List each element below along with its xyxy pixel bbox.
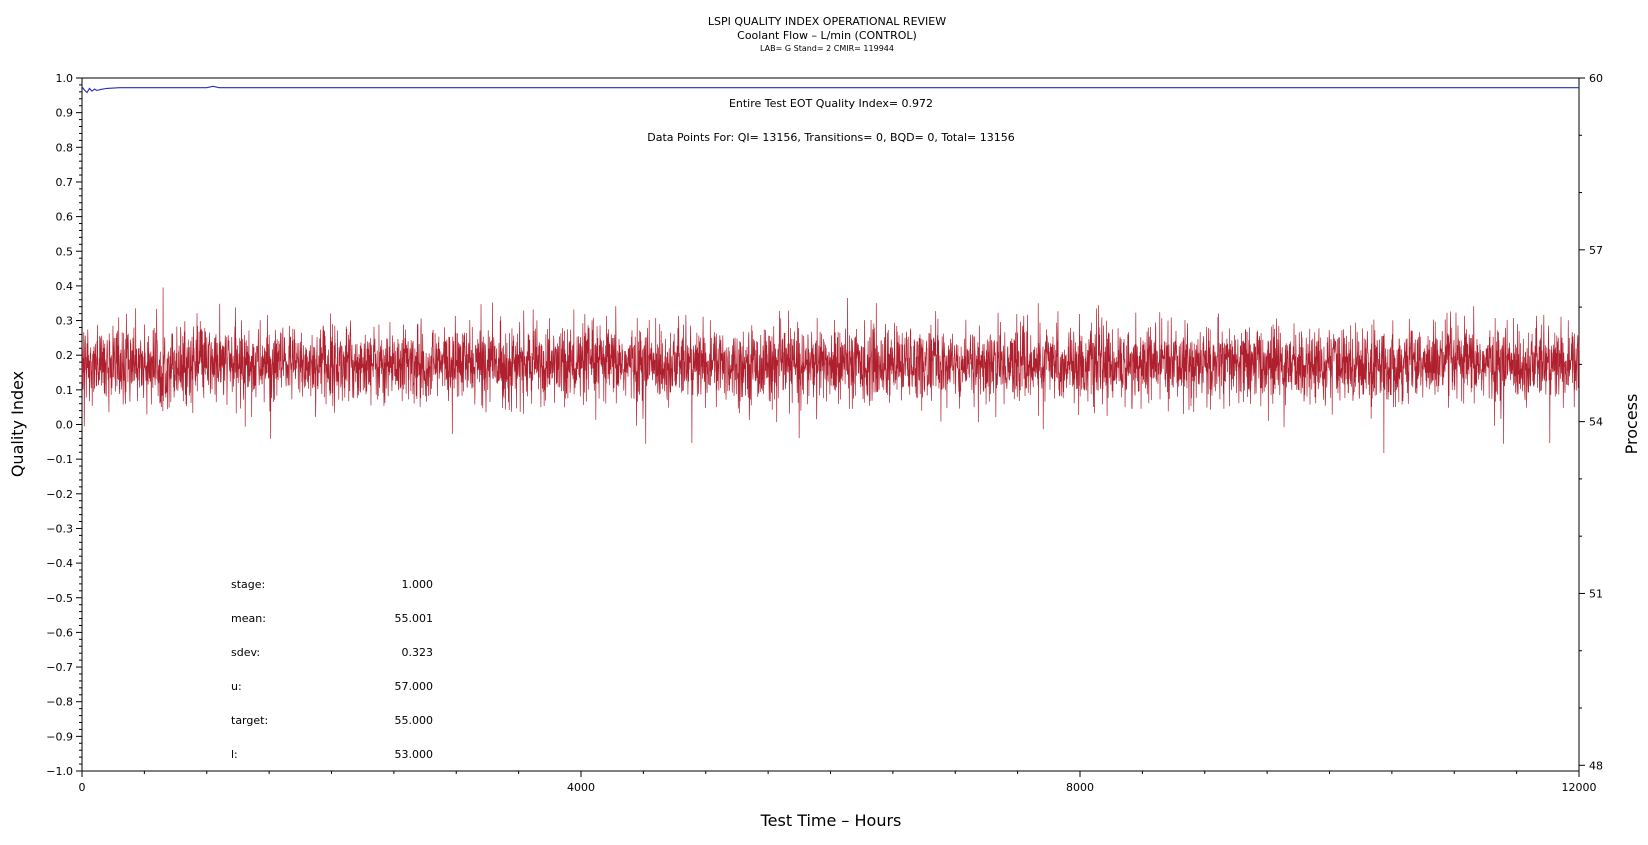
y-tick-label: −0.3 [46,522,73,535]
x-tick-label: 0 [79,781,86,794]
x-tick-label: 8000 [1066,781,1094,794]
y-tick-label: 0.0 [56,419,74,432]
y-tick-label: −0.8 [46,696,73,709]
y-tick-label: 0.2 [56,349,74,362]
y-tick-label: 0.3 [56,315,74,328]
stat-value: 57.000 [395,680,434,693]
stats-table: stage: 1.000 mean: 55.001 sdev: 0.323 u: 57.000… [231,578,433,761]
ticks-layer: 1.0 0.9 0.8 0.7 0.6 0.5 0.4 0.3 0.2 0.1 0.0 −0.1 −0.… [46,72,1603,794]
y-tick-label: −0.2 [46,488,73,501]
eot-quality-annotation: Entire Test EOT Quality Index= 0.972 [729,97,933,110]
quality-index-series-line [81,85,1579,94]
y-tick-label: −0.9 [46,730,73,743]
stat-value: 1.000 [402,578,434,591]
y-tick-label: −1.0 [46,765,73,778]
stat-label: l: [231,748,238,761]
y-tick-label: −0.6 [46,626,73,639]
y-tick-label: 0.9 [56,107,74,120]
y-tick-label: 1.0 [56,72,74,85]
y2-tick-label: 48 [1589,759,1603,772]
x-tick-label: 12000 [1562,781,1597,794]
stat-value: 53.000 [395,748,434,761]
y-tick-label: −0.1 [46,453,73,466]
y-tick-label: 0.6 [56,211,74,224]
stat-label: sdev: [231,646,260,659]
stat-value: 0.323 [402,646,434,659]
y-tick-label: −0.7 [46,661,73,674]
stat-label: target: [231,714,268,727]
stat-label: mean: [231,612,266,625]
stat-label: u: [231,680,242,693]
plot-frame [81,77,1580,772]
y-tick-label: 0.8 [56,141,74,154]
y2-tick-label: 54 [1589,416,1603,429]
series-layer [81,85,1580,454]
y-axis-label: Quality Index [8,371,27,477]
x-axis-label: Test Time – Hours [760,811,902,830]
y2-tick-label: 60 [1589,72,1603,85]
y2-tick-label: 57 [1589,244,1603,257]
data-points-annotation: Data Points For: QI= 13156, Transitions=… [647,131,1015,144]
y-tick-label: 0.1 [56,384,74,397]
x-tick-label: 4000 [567,781,595,794]
chart-subtitle-2: LAB= G Stand= 2 CMIR= 119944 [760,44,894,53]
y-tick-label: 0.4 [56,280,74,293]
y-tick-label: 0.7 [56,176,74,189]
chart-title: LSPI QUALITY INDEX OPERATIONAL REVIEW [708,15,946,28]
y-tick-label: −0.4 [46,557,73,570]
y2-tick-label: 51 [1589,587,1603,600]
chart-subtitle: Coolant Flow – L/min (CONTROL) [737,29,917,42]
stat-label: stage: [231,578,265,591]
y-tick-label: −0.5 [46,592,73,605]
process-series-line [81,287,1580,454]
stat-value: 55.001 [395,612,434,625]
y2-axis-label: Process [1622,394,1641,455]
y-tick-label: 0.5 [56,245,74,258]
stat-value: 55.000 [395,714,434,727]
